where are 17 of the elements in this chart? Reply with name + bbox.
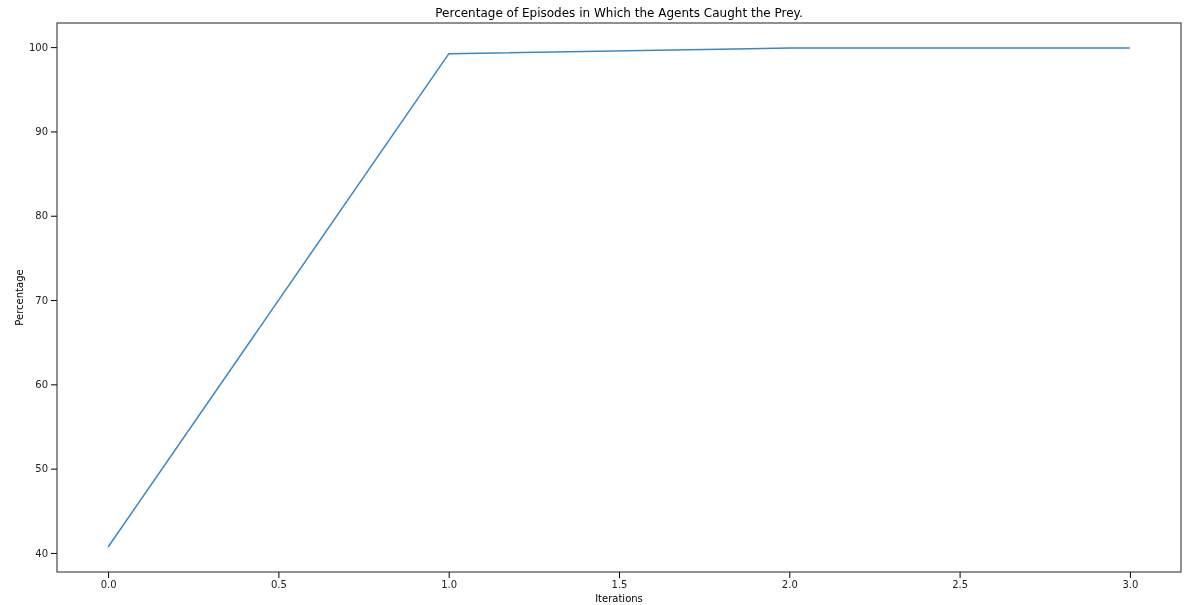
x-axis-title: Iterations [595,593,643,604]
x-tick-label: 2.5 [952,579,969,591]
x-tick-label: 1.5 [611,579,628,591]
y-tick-label: 100 [28,41,48,53]
x-tick-label: 3.0 [1122,579,1139,591]
y-tick-label: 80 [35,210,48,222]
x-tick-label: 0.0 [100,579,117,591]
x-tick-label: 0.5 [270,579,287,591]
x-tick-label: 2.0 [781,579,798,591]
y-tick-label: 40 [35,547,48,559]
y-tick-label: 90 [35,126,48,138]
y-tick-label: 60 [35,379,48,391]
y-tick-label: 70 [35,294,48,306]
y-axis-title: Percentage [14,269,25,326]
y-tick-label: 50 [35,463,48,475]
x-tick-label: 1.0 [441,579,458,591]
chart-title: Percentage of Episodes in Which the Agents Caught the Prey. [435,6,803,20]
